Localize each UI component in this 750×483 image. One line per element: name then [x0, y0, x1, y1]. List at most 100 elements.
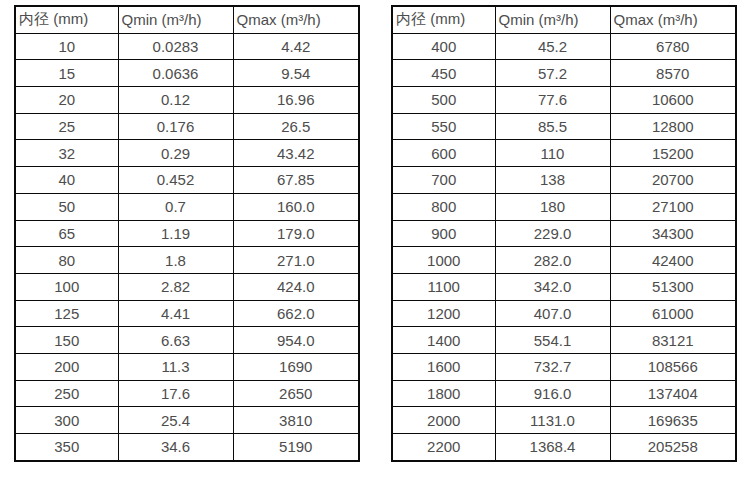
- table-cell: 1400: [392, 327, 495, 354]
- table-row: 651.19179.0: [15, 220, 359, 247]
- table-cell: 550: [392, 113, 495, 140]
- table-row: 1800916.0137404: [392, 380, 736, 407]
- table-cell: 600: [392, 140, 495, 167]
- table-cell: 2000: [392, 407, 495, 434]
- table-cell: 77.6: [495, 87, 610, 114]
- table-cell: 205258: [610, 434, 736, 461]
- table-row: 150.06369.54: [15, 60, 359, 87]
- table-cell: 5190: [233, 434, 359, 461]
- table-row: 801.8271.0: [15, 247, 359, 274]
- table-row: 200.1216.96: [15, 87, 359, 114]
- table-cell: 1.8: [118, 247, 233, 274]
- table-row: 20001131.0169635: [392, 407, 736, 434]
- table-cell: 4.42: [233, 33, 359, 60]
- table-cell: 0.0283: [118, 33, 233, 60]
- table-cell: 40: [15, 167, 118, 194]
- table-row: 1506.63954.0: [15, 327, 359, 354]
- table-cell: 27100: [610, 193, 736, 220]
- table-cell: 43.42: [233, 140, 359, 167]
- table-cell: 138: [495, 167, 610, 194]
- table-cell: 6780: [610, 33, 736, 60]
- table-cell: 180: [495, 193, 610, 220]
- table-row: 500.7160.0: [15, 193, 359, 220]
- table-cell: 15: [15, 60, 118, 87]
- table-cell: 662.0: [233, 300, 359, 327]
- table-cell: 0.176: [118, 113, 233, 140]
- table-row: 25017.62650: [15, 380, 359, 407]
- table-cell: 137404: [610, 380, 736, 407]
- table-cell: 179.0: [233, 220, 359, 247]
- table-cell: 25.4: [118, 407, 233, 434]
- table-cell: 1600: [392, 353, 495, 380]
- table-row: 1100342.051300: [392, 273, 736, 300]
- table-cell: 424.0: [233, 273, 359, 300]
- table-cell: 407.0: [495, 300, 610, 327]
- flow-spec-tables: 内径 (mm) Qmin (m³/h) Qmax (m³/h) 100.0283…: [0, 0, 750, 462]
- table-cell: 954.0: [233, 327, 359, 354]
- table-cell: 85.5: [495, 113, 610, 140]
- table-cell: 57.2: [495, 60, 610, 87]
- table-row: 40045.26780: [392, 33, 736, 60]
- table-row: 22001368.4205258: [392, 434, 736, 461]
- table-cell: 65: [15, 220, 118, 247]
- table-cell: 2200: [392, 434, 495, 461]
- table-cell: 732.7: [495, 353, 610, 380]
- header-row: 内径 (mm) Qmin (m³/h) Qmax (m³/h): [392, 6, 736, 33]
- column-header-qmin: Qmin (m³/h): [495, 6, 610, 33]
- table-cell: 350: [15, 434, 118, 461]
- table-cell: 271.0: [233, 247, 359, 274]
- table-cell: 20700: [610, 167, 736, 194]
- table-cell: 42400: [610, 247, 736, 274]
- table-cell: 0.29: [118, 140, 233, 167]
- table-cell: 500: [392, 87, 495, 114]
- table-row: 400.45267.85: [15, 167, 359, 194]
- table-row: 1200407.061000: [392, 300, 736, 327]
- table-row: 20011.31690: [15, 353, 359, 380]
- table-row: 35034.65190: [15, 434, 359, 461]
- column-header-qmin: Qmin (m³/h): [118, 6, 233, 33]
- table-cell: 10600: [610, 87, 736, 114]
- table-cell: 900: [392, 220, 495, 247]
- table-cell: 26.5: [233, 113, 359, 140]
- table-cell: 25: [15, 113, 118, 140]
- table-cell: 1200: [392, 300, 495, 327]
- table-cell: 3810: [233, 407, 359, 434]
- table-row: 50077.610600: [392, 87, 736, 114]
- table-cell: 916.0: [495, 380, 610, 407]
- table-cell: 16.96: [233, 87, 359, 114]
- table-cell: 0.452: [118, 167, 233, 194]
- table-cell: 1800: [392, 380, 495, 407]
- table-cell: 0.12: [118, 87, 233, 114]
- table-row: 45057.28570: [392, 60, 736, 87]
- table-cell: 45.2: [495, 33, 610, 60]
- table-cell: 229.0: [495, 220, 610, 247]
- table-cell: 9.54: [233, 60, 359, 87]
- table-cell: 300: [15, 407, 118, 434]
- table-cell: 34.6: [118, 434, 233, 461]
- table-row: 250.17626.5: [15, 113, 359, 140]
- table-cell: 50: [15, 193, 118, 220]
- table-cell: 51300: [610, 273, 736, 300]
- column-header-qmax: Qmax (m³/h): [610, 6, 736, 33]
- table-cell: 0.7: [118, 193, 233, 220]
- column-header-diameter: 内径 (mm): [392, 6, 495, 33]
- table-cell: 8570: [610, 60, 736, 87]
- table-cell: 1100: [392, 273, 495, 300]
- table-cell: 150: [15, 327, 118, 354]
- table-row: 1002.82424.0: [15, 273, 359, 300]
- table-cell: 282.0: [495, 247, 610, 274]
- column-header-qmax: Qmax (m³/h): [233, 6, 359, 33]
- table-cell: 6.63: [118, 327, 233, 354]
- flow-table-large-diameters: 内径 (mm) Qmin (m³/h) Qmax (m³/h) 40045.26…: [391, 5, 737, 462]
- table-row: 30025.43810: [15, 407, 359, 434]
- table-cell: 700: [392, 167, 495, 194]
- table-cell: 800: [392, 193, 495, 220]
- table-row: 55085.512800: [392, 113, 736, 140]
- table-cell: 83121: [610, 327, 736, 354]
- table-cell: 1131.0: [495, 407, 610, 434]
- table-cell: 0.0636: [118, 60, 233, 87]
- table-cell: 17.6: [118, 380, 233, 407]
- table-cell: 10: [15, 33, 118, 60]
- table-cell: 250: [15, 380, 118, 407]
- table-cell: 67.85: [233, 167, 359, 194]
